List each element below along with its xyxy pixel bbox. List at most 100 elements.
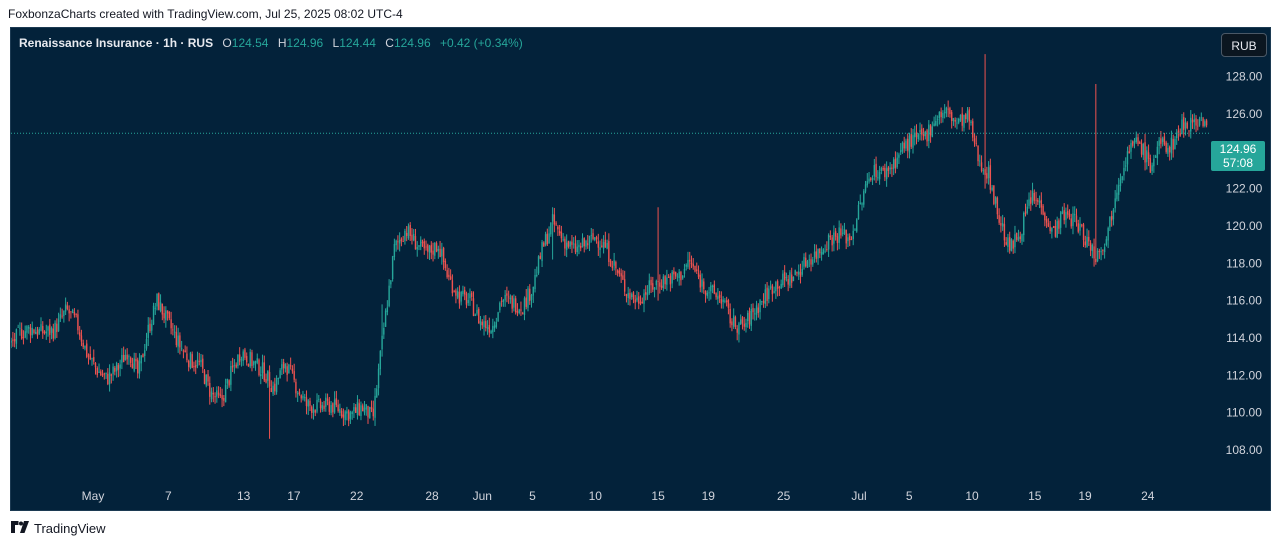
x-tick-label: 15 — [651, 489, 665, 503]
y-tick-label: 114.00 — [1226, 331, 1262, 345]
candle-body — [165, 310, 167, 321]
candle-body — [446, 270, 448, 278]
legend-high-value: 124.96 — [286, 36, 324, 50]
candle-body — [910, 133, 912, 147]
candle-body — [260, 374, 262, 377]
candle-body — [905, 140, 907, 149]
candle-body — [152, 305, 155, 325]
x-tick-label: Jul — [851, 489, 866, 503]
candle-body — [1105, 239, 1108, 245]
candle-body — [179, 335, 181, 348]
candle-body — [73, 312, 76, 316]
x-tick-label: 5 — [529, 489, 536, 503]
candle-body — [24, 331, 26, 338]
currency-button[interactable]: RUB — [1221, 33, 1267, 57]
candle-body — [1177, 130, 1180, 134]
candle-body — [500, 301, 503, 303]
candle-body — [1014, 234, 1016, 248]
candle-body — [210, 391, 213, 400]
candle-body — [38, 328, 40, 334]
candle-body — [428, 245, 431, 253]
candle-body — [1000, 223, 1002, 226]
candle-body — [1008, 237, 1011, 251]
candle-body — [98, 371, 100, 373]
candle-body — [342, 414, 345, 418]
candle-body — [191, 354, 193, 368]
candle-body — [553, 214, 556, 225]
candle-body — [529, 288, 531, 301]
candle-body — [657, 281, 659, 282]
candle-body — [82, 342, 84, 347]
candle-body — [112, 366, 114, 375]
candle-body — [140, 355, 142, 364]
candle-body — [729, 308, 731, 324]
candle-body — [133, 358, 135, 371]
candle-body — [594, 237, 596, 241]
candle-body — [602, 242, 605, 249]
candle-body — [1149, 158, 1152, 173]
price-chart[interactable]: 108.00 110.00 112.00 114.00 116.00 118.00 120.… — [11, 28, 1270, 510]
candle-body — [694, 265, 696, 272]
candle-body — [678, 271, 680, 278]
candle-body — [193, 366, 195, 368]
candle-body — [1058, 220, 1060, 229]
candle-body — [592, 233, 594, 239]
candle-body — [108, 372, 111, 385]
candle-body — [769, 286, 772, 288]
candle-body — [61, 315, 63, 317]
candle-body — [184, 350, 186, 353]
candle-body — [453, 291, 455, 292]
candle-body — [961, 113, 963, 126]
candle-body — [808, 259, 810, 261]
candle-body — [145, 339, 148, 349]
candle-body — [86, 343, 88, 357]
candle-body — [636, 297, 638, 301]
chart-area[interactable]: 108.00 110.00 112.00 114.00 116.00 118.00 120.… — [10, 27, 1271, 511]
candle-body — [376, 388, 378, 398]
candle-body — [1170, 137, 1173, 154]
candle-body — [158, 293, 160, 310]
candle-body — [147, 324, 149, 338]
candle-body — [574, 243, 577, 253]
candle-body — [455, 290, 457, 296]
legend-symbol[interactable]: Renaissance Insurance · 1h · RUS — [19, 36, 214, 50]
candle-body — [585, 240, 587, 247]
candle-body — [1133, 140, 1136, 144]
candle-body — [156, 293, 158, 307]
candle-body — [1126, 151, 1129, 165]
candle-body — [87, 355, 90, 357]
candle-body — [182, 350, 185, 352]
candle-body — [1110, 216, 1113, 221]
candle-body — [390, 280, 392, 285]
candle-body — [752, 307, 754, 313]
candle-body — [942, 112, 944, 119]
candle-body — [1183, 117, 1185, 130]
candle-body — [745, 322, 747, 328]
candle-body — [689, 259, 691, 262]
candle-body — [632, 292, 635, 300]
candle-body — [806, 261, 809, 268]
footer-brand[interactable]: TradingView — [10, 518, 106, 538]
candle-body — [425, 246, 427, 248]
candle-body — [776, 281, 779, 289]
candle-body — [1021, 234, 1023, 242]
candle-body — [841, 232, 844, 234]
candle-body — [295, 381, 297, 394]
candle-body — [984, 169, 986, 176]
candle-body — [1125, 165, 1127, 167]
x-tick-label: May — [82, 489, 105, 503]
candle-body — [71, 309, 74, 314]
candle-body — [903, 142, 905, 149]
candle-body — [393, 244, 396, 257]
candle-body — [727, 299, 730, 308]
candle-body — [216, 390, 218, 397]
candle-body — [977, 145, 979, 162]
candle-body — [63, 311, 65, 317]
candle-body — [189, 352, 192, 368]
candle-body — [827, 234, 830, 250]
candle-body — [128, 356, 130, 358]
candle-body — [96, 367, 98, 375]
candle-body — [1035, 199, 1037, 201]
candle-body — [122, 354, 125, 363]
candle-body — [131, 363, 134, 369]
